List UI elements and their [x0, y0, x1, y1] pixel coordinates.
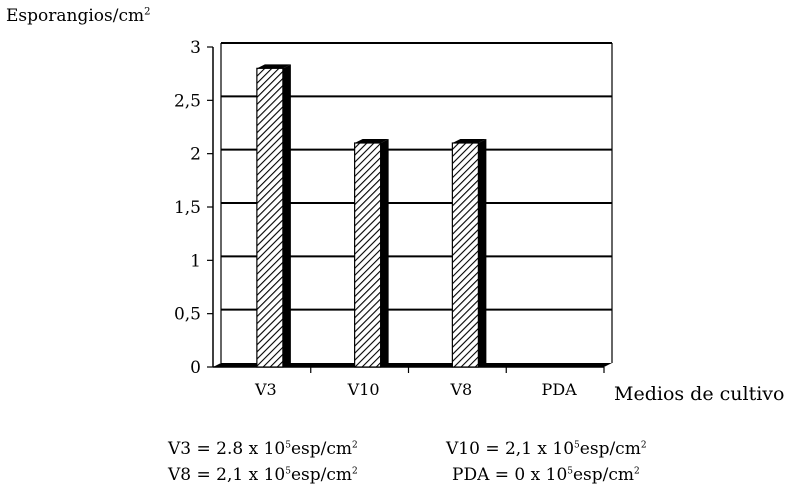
x-tick-label: V3 — [254, 380, 277, 399]
bar-top — [354, 139, 389, 143]
y-tick-label: 1 — [190, 251, 201, 271]
bars — [256, 64, 487, 368]
bar-side — [380, 139, 389, 367]
x-axis-title: Medios de cultivo — [614, 383, 785, 405]
bar-top — [452, 139, 487, 143]
y-tick-label: 2 — [190, 145, 201, 165]
bar-front — [256, 67, 284, 368]
bar-v3 — [256, 64, 291, 368]
y-tick-label: 0,5 — [174, 305, 201, 325]
bar-side — [282, 64, 291, 367]
bar-top — [256, 64, 291, 69]
bar-side — [478, 139, 487, 367]
x-tick-label: PDA — [542, 380, 578, 399]
note-v10: V10 = 2,1 x 105esp/cm2 — [446, 439, 647, 459]
y-axis-title: Esporangios/cm2 — [6, 6, 151, 26]
tick-labels: 0 0,5 1 1,5 2 2,5 3 V3 V10 V8 PDA — [174, 38, 605, 399]
y-tick-label: 0 — [190, 358, 201, 378]
bar-v8 — [451, 139, 487, 368]
bar-front — [354, 142, 382, 368]
note-pda: PDA = 0 x 105esp/cm2 — [452, 465, 640, 485]
bar-v10 — [354, 139, 389, 368]
x-tick-label: V10 — [347, 380, 380, 399]
y-tick-label: 3 — [190, 38, 201, 58]
y-tick-label: 2,5 — [174, 91, 201, 111]
y-tick-label: 1,5 — [174, 198, 201, 218]
x-tick-label: V8 — [450, 380, 473, 399]
chart-floor — [213, 363, 612, 367]
note-v8: V8 = 2,1 x 105esp/cm2 — [168, 465, 358, 485]
bar-front — [451, 142, 479, 368]
note-v3: V3 = 2.8 x 105esp/cm2 — [168, 439, 358, 459]
